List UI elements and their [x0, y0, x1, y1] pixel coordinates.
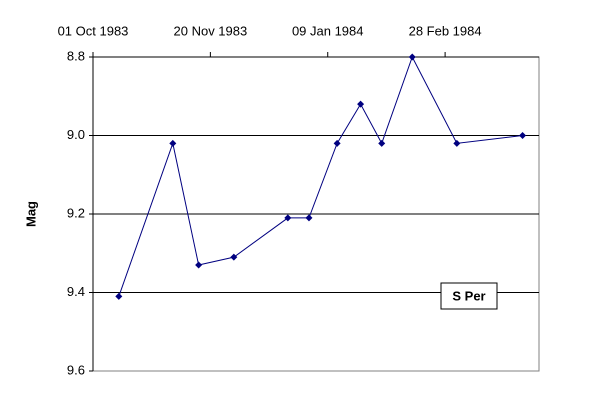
- legend-box: [440, 282, 498, 310]
- y-tick-label: 9.2: [67, 205, 85, 220]
- x-tick-label: 20 Nov 1983: [174, 23, 248, 38]
- data-point: [195, 261, 203, 269]
- data-point: [378, 139, 386, 147]
- data-point: [408, 53, 416, 61]
- x-tick-label: 09 Jan 1984: [292, 23, 364, 38]
- data-point: [453, 139, 461, 147]
- data-point: [357, 100, 365, 108]
- data-point: [284, 214, 292, 222]
- y-tick-label: 9.4: [67, 284, 85, 299]
- data-point: [230, 253, 238, 261]
- data-point: [519, 132, 527, 139]
- data-point: [333, 139, 341, 147]
- data-point: [305, 214, 313, 222]
- data-point: [115, 292, 123, 300]
- y-axis-label: Mag: [23, 201, 38, 227]
- y-tick-label: 8.8: [67, 48, 85, 63]
- x-tick-label: 28 Feb 1984: [409, 23, 482, 38]
- data-point: [169, 139, 177, 147]
- series-line: [118, 55, 523, 297]
- legend-label: S Per: [452, 288, 485, 303]
- y-tick-label: 9.0: [67, 127, 85, 142]
- x-tick-label: 01 Oct 1983: [58, 23, 129, 38]
- y-tick-label: 9.6: [67, 362, 85, 377]
